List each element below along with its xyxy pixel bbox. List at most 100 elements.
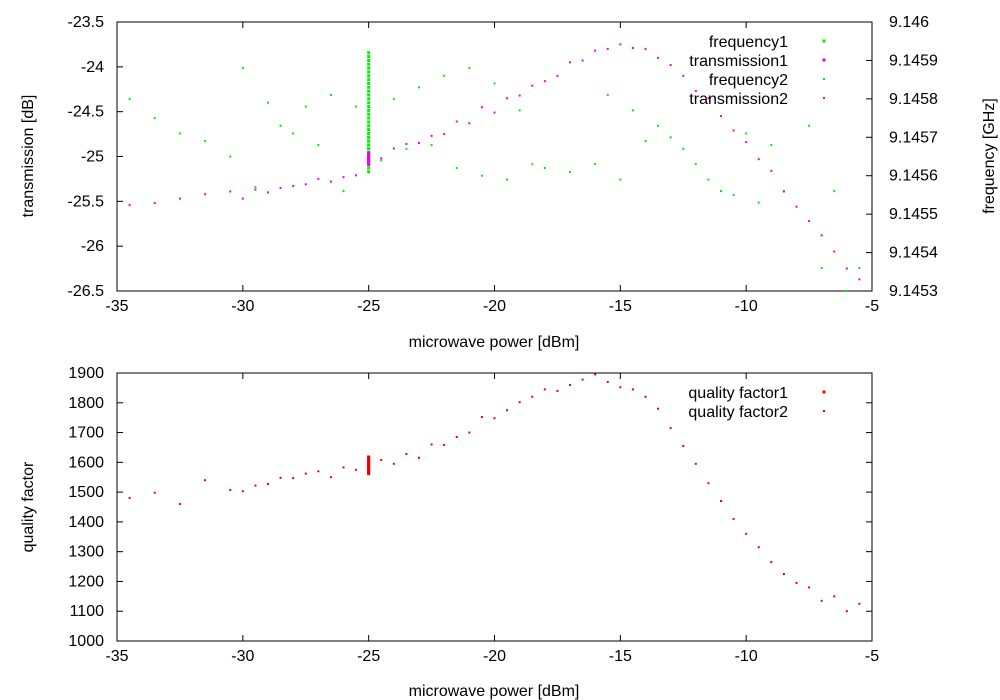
data-point bbox=[556, 390, 558, 392]
data-point bbox=[519, 401, 521, 403]
data-point bbox=[481, 175, 483, 177]
data-point bbox=[367, 153, 370, 156]
legend-bottom: quality factor1quality factor2 bbox=[688, 385, 825, 421]
data-point bbox=[506, 179, 508, 181]
legend-label: quality factor1 bbox=[688, 385, 788, 402]
data-point bbox=[531, 396, 533, 398]
data-point bbox=[367, 82, 370, 85]
legend-label: frequency2 bbox=[709, 72, 788, 89]
data-point bbox=[657, 57, 659, 59]
data-point bbox=[720, 115, 722, 117]
legend-swatch bbox=[823, 410, 825, 412]
data-point bbox=[745, 533, 747, 535]
data-point bbox=[254, 189, 256, 191]
data-point bbox=[367, 63, 370, 66]
y2-tick-label: 9.1456 bbox=[889, 168, 938, 185]
data-point bbox=[292, 477, 294, 479]
data-point bbox=[456, 121, 458, 123]
data-point bbox=[229, 190, 231, 192]
data-point bbox=[305, 106, 307, 108]
y2-tick-label: 9.1458 bbox=[889, 91, 938, 108]
data-point bbox=[355, 106, 357, 108]
data-point bbox=[733, 129, 735, 131]
data-point bbox=[456, 436, 458, 438]
y-tick-label: -25.5 bbox=[68, 193, 105, 210]
legend-label: frequency1 bbox=[709, 34, 788, 51]
data-point bbox=[821, 600, 823, 602]
data-point bbox=[343, 176, 345, 178]
data-point bbox=[393, 147, 395, 149]
data-point bbox=[858, 278, 860, 280]
data-point bbox=[367, 86, 370, 89]
data-point bbox=[380, 157, 382, 159]
data-point bbox=[695, 463, 697, 465]
data-point bbox=[367, 67, 370, 70]
y-tick-label: -24 bbox=[81, 59, 104, 76]
legend-swatch bbox=[823, 97, 825, 99]
y-tick-label: 1900 bbox=[68, 365, 104, 382]
data-point bbox=[204, 140, 206, 142]
data-point bbox=[367, 136, 370, 139]
data-point bbox=[317, 178, 319, 180]
data-point bbox=[267, 483, 269, 485]
data-point bbox=[431, 135, 433, 137]
data-point bbox=[367, 117, 370, 120]
y2-tick-label: 9.1459 bbox=[889, 52, 938, 69]
y2-tick-label: 9.146 bbox=[889, 14, 929, 31]
y-axis-ticks-top: -26.5-26-25.5-25-24.5-24-23.5 bbox=[68, 14, 123, 300]
data-point bbox=[367, 94, 370, 97]
data-point bbox=[367, 143, 370, 146]
data-point bbox=[821, 234, 823, 236]
data-point bbox=[745, 132, 747, 134]
x-axis-label-bottom: microwave power [dBm] bbox=[409, 683, 580, 700]
data-point bbox=[267, 102, 269, 104]
data-point bbox=[456, 167, 458, 169]
data-point bbox=[380, 159, 382, 161]
y2-axis-label-top: frequency [GHz] bbox=[981, 98, 998, 214]
data-point bbox=[569, 171, 571, 173]
data-point bbox=[154, 492, 156, 494]
data-point bbox=[594, 373, 596, 375]
data-point bbox=[632, 47, 634, 49]
data-point bbox=[280, 187, 282, 189]
data-point bbox=[418, 142, 420, 144]
data-point bbox=[770, 144, 772, 146]
data-point bbox=[758, 546, 760, 548]
data-point bbox=[657, 408, 659, 410]
data-point bbox=[846, 290, 848, 292]
y2-tick-label: 9.1457 bbox=[889, 129, 938, 146]
data-point bbox=[317, 144, 319, 146]
data-point bbox=[682, 75, 684, 77]
data-point bbox=[619, 43, 621, 45]
data-point bbox=[355, 174, 357, 176]
data-point bbox=[242, 490, 244, 492]
y-tick-label: -26.5 bbox=[68, 283, 105, 300]
data-point bbox=[607, 381, 609, 383]
data-point bbox=[619, 179, 621, 181]
data-point bbox=[229, 156, 231, 158]
data-point bbox=[367, 101, 370, 104]
data-point bbox=[670, 427, 672, 429]
y-tick-label: 1800 bbox=[68, 395, 104, 412]
data-point bbox=[481, 106, 483, 108]
data-point bbox=[544, 80, 546, 82]
y2-tick-label: 9.1454 bbox=[889, 245, 938, 262]
data-point bbox=[682, 148, 684, 150]
data-point bbox=[707, 179, 709, 181]
data-point bbox=[720, 190, 722, 192]
data-point bbox=[468, 67, 470, 69]
data-point bbox=[343, 466, 345, 468]
data-point bbox=[154, 202, 156, 204]
y-tick-label: -26 bbox=[81, 238, 104, 255]
data-point bbox=[367, 147, 370, 150]
data-point bbox=[367, 128, 370, 131]
y-tick-label: 1100 bbox=[70, 603, 105, 620]
y2-tick-label: 9.1455 bbox=[889, 206, 938, 223]
data-point bbox=[367, 51, 370, 54]
data-point bbox=[594, 50, 596, 52]
data-point bbox=[443, 133, 445, 135]
data-point bbox=[380, 459, 382, 461]
y-tick-label: -24.5 bbox=[68, 104, 105, 121]
data-point bbox=[431, 443, 433, 445]
